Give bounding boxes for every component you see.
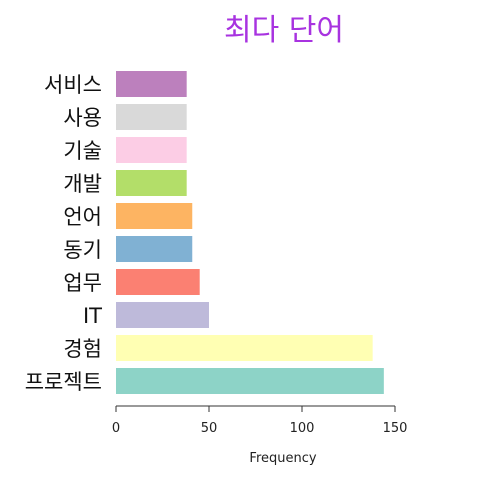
bar-1 xyxy=(116,104,187,130)
bar-4 xyxy=(116,203,193,229)
x-tick-label-2: 100 xyxy=(290,421,315,436)
x-axis-label: Frequency xyxy=(249,451,316,466)
bar-0 xyxy=(116,71,187,97)
x-tick-label-0: 0 xyxy=(112,421,120,436)
category-label-8: 경험 xyxy=(63,337,102,361)
category-label-5: 동기 xyxy=(63,238,102,262)
category-label-4: 언어 xyxy=(63,205,102,229)
bar-6 xyxy=(116,269,200,295)
chart-title: 최다 단어 xyxy=(224,13,344,48)
x-tick-label-1: 50 xyxy=(201,421,218,436)
category-label-7: IT xyxy=(83,304,102,328)
category-label-2: 기술 xyxy=(63,139,102,163)
category-label-9: 프로젝트 xyxy=(25,370,102,394)
x-axis-ticks: 0 50 100 150 xyxy=(112,406,408,436)
bar-2 xyxy=(116,137,187,163)
category-label-1: 사용 xyxy=(63,106,102,130)
bar-9 xyxy=(116,368,384,394)
bar-7 xyxy=(116,302,209,328)
x-tick-label-3: 150 xyxy=(383,421,408,436)
bar-5 xyxy=(116,236,193,262)
bar-8 xyxy=(116,335,373,361)
category-label-3: 개발 xyxy=(63,172,102,196)
category-label-0: 서비스 xyxy=(44,73,102,97)
bar-3 xyxy=(116,170,187,196)
category-label-6: 업무 xyxy=(63,271,102,295)
bars-group xyxy=(116,71,384,394)
